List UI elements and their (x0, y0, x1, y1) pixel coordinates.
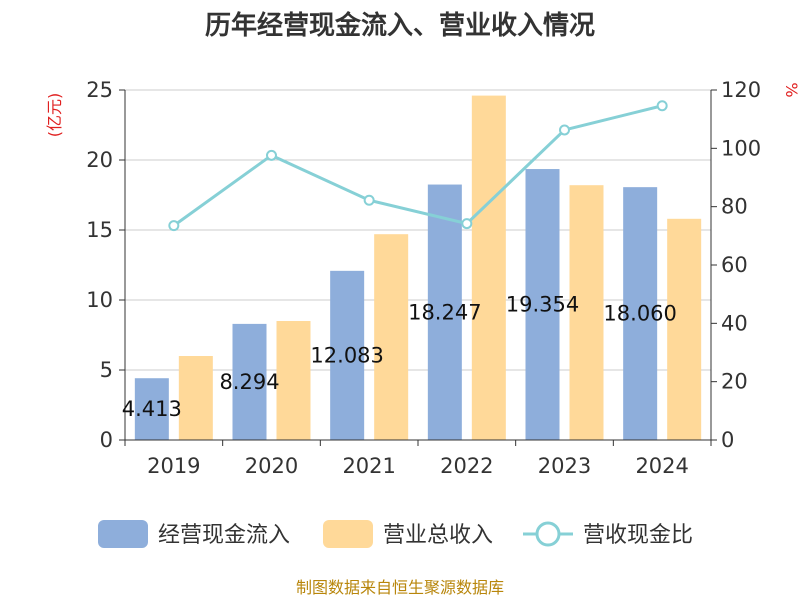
legend-swatch (98, 520, 148, 548)
left-tick-label: 5 (100, 358, 113, 382)
chart-title: 历年经营现金流入、营业收入情况 (205, 10, 595, 41)
bar-revenue (178, 356, 213, 440)
bars (134, 95, 702, 440)
left-axis-unit: (亿元) (45, 93, 64, 138)
right-tick-label: 80 (721, 195, 748, 219)
bar-data-label: 8.294 (219, 370, 279, 394)
bar-cash-inflow (623, 187, 658, 440)
ratio-point (168, 220, 180, 232)
ratio-line (172, 104, 663, 227)
left-tick-label: 0 (100, 428, 113, 452)
right-axis-unit: % (782, 82, 800, 97)
line-series (168, 100, 668, 232)
left-tick-label: 10 (86, 288, 113, 312)
x-tick-label: 2023 (538, 454, 591, 478)
data-labels: 4.413 8.294 12.083 18.247 19.354 18.060 (122, 293, 677, 422)
left-tick-label: 25 (86, 78, 113, 102)
legend-item[interactable]: 营收现金比 (523, 521, 693, 548)
x-tick-label: 2021 (342, 454, 395, 478)
x-tick-label: 2022 (440, 454, 493, 478)
legend-marker (535, 521, 561, 547)
ratio-point (656, 100, 668, 112)
legend-item[interactable]: 营业总收入 (323, 520, 493, 548)
bar-revenue (667, 218, 702, 440)
legend-label: 营业总收入 (383, 523, 493, 548)
bar-revenue (569, 185, 604, 440)
source-note: 制图数据来自恒生聚源数据库 (296, 578, 504, 597)
bar-revenue (374, 234, 409, 440)
bar-data-label: 12.083 (310, 343, 383, 367)
axes: 0 5 10 15 20 25 0 20 40 60 80 100 120 2019 2020 2021 202… (86, 78, 761, 478)
bar-data-label: 18.247 (408, 300, 481, 324)
bar-revenue (471, 95, 506, 440)
legend-swatch (323, 520, 373, 548)
bar-data-label: 18.060 (603, 302, 676, 326)
x-tick-label: 2024 (635, 454, 688, 478)
legend-label: 营收现金比 (583, 523, 693, 548)
left-tick-label: 20 (86, 148, 113, 172)
bar-cash-inflow (427, 184, 462, 440)
bar-revenue (276, 321, 311, 440)
ratio-point (461, 218, 473, 230)
left-tick-label: 15 (86, 218, 113, 242)
ratio-point (559, 124, 570, 136)
right-tick-label: 0 (721, 428, 734, 452)
bar-data-label: 4.413 (122, 397, 182, 421)
x-tick-label: 2019 (147, 454, 200, 478)
ratio-point (363, 194, 375, 206)
right-tick-label: 100 (721, 136, 761, 160)
bar-cash-inflow (525, 169, 560, 440)
legend-label: 经营现金流入 (158, 523, 290, 548)
bar-cash-inflow (134, 378, 169, 440)
bar-cash-inflow (330, 270, 365, 440)
x-tick-label: 2020 (245, 454, 298, 478)
right-tick-label: 120 (721, 78, 761, 102)
legend-item[interactable]: 经营现金流入 (98, 520, 290, 548)
right-tick-label: 60 (721, 253, 748, 277)
right-tick-label: 40 (721, 311, 748, 335)
ratio-point (266, 149, 277, 161)
bar-data-label: 19.354 (506, 293, 579, 317)
right-tick-label: 20 (721, 370, 748, 394)
bar-cash-inflow (232, 323, 267, 440)
gridlines (125, 89, 711, 371)
legend: 经营现金流入 营业总收入 营收现金比 (98, 520, 693, 548)
